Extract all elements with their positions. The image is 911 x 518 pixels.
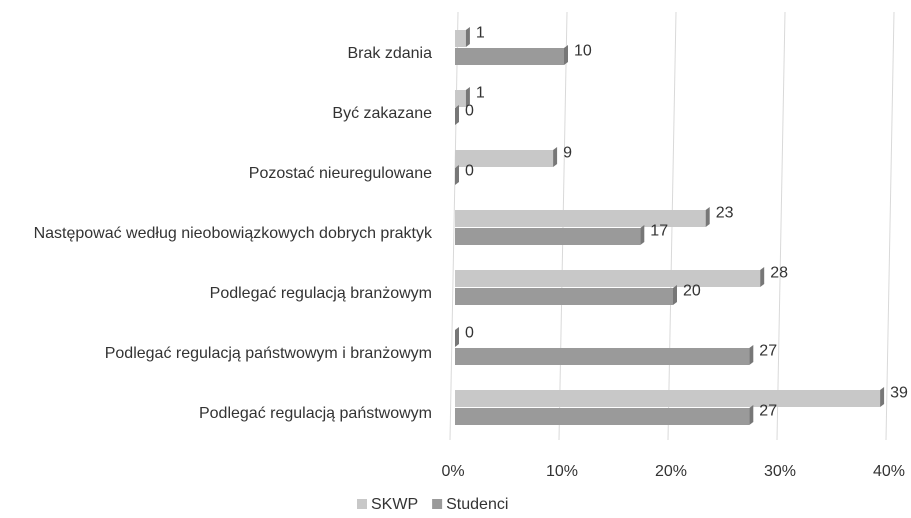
bar bbox=[455, 348, 750, 365]
category-label: Być zakazane bbox=[332, 105, 432, 122]
data-label: 27 bbox=[759, 343, 777, 360]
category-label: Podlegać regulacją państwowym i branżowy… bbox=[105, 345, 432, 362]
legend-label: SKWP bbox=[371, 496, 418, 513]
data-label: 39 bbox=[890, 385, 908, 402]
bar bbox=[455, 90, 466, 107]
data-label: 28 bbox=[770, 265, 788, 282]
bar-side bbox=[640, 225, 645, 245]
legend-swatch bbox=[432, 499, 443, 509]
data-label: 1 bbox=[476, 85, 485, 102]
data-label: 17 bbox=[650, 223, 668, 240]
bar-side bbox=[553, 147, 558, 167]
x-tick-label: 10% bbox=[546, 463, 578, 480]
grid-line bbox=[885, 11, 895, 441]
bar bbox=[455, 30, 466, 47]
data-label: 0 bbox=[465, 103, 474, 120]
bar-side bbox=[465, 27, 470, 47]
data-label: 0 bbox=[465, 325, 474, 342]
bar-side bbox=[455, 105, 459, 125]
x-tick-label: 30% bbox=[764, 463, 796, 480]
bar bbox=[455, 288, 673, 305]
bar-side bbox=[705, 207, 710, 227]
bar bbox=[455, 210, 706, 227]
bar-side bbox=[673, 285, 677, 305]
bar bbox=[455, 48, 564, 65]
bar-side bbox=[880, 387, 885, 407]
grid-line bbox=[776, 11, 786, 441]
category-label: Następować według nieobowiązkowych dobry… bbox=[34, 225, 433, 242]
x-tick-label: 0% bbox=[441, 463, 464, 480]
bar-side bbox=[749, 345, 754, 365]
data-label: 20 bbox=[683, 283, 701, 300]
category-label: Pozostać nieuregulowane bbox=[249, 165, 432, 182]
bar-side bbox=[455, 165, 459, 185]
bar bbox=[455, 270, 761, 287]
bar bbox=[455, 228, 641, 245]
data-label: 10 bbox=[574, 43, 592, 60]
legend-label: Studenci bbox=[446, 496, 508, 513]
category-label: Podlegać regulacją państwowym bbox=[199, 405, 432, 422]
bar bbox=[455, 390, 881, 407]
category-label: Brak zdania bbox=[348, 45, 433, 62]
data-label: 9 bbox=[563, 145, 572, 162]
grid-line bbox=[449, 11, 459, 441]
bar bbox=[455, 408, 750, 425]
x-tick-label: 40% bbox=[873, 463, 905, 480]
legend-swatch bbox=[357, 499, 367, 509]
category-label: Podlegać regulacją branżowym bbox=[210, 285, 432, 302]
bar bbox=[455, 150, 554, 167]
bar-side bbox=[749, 405, 754, 425]
data-label: 27 bbox=[759, 403, 777, 420]
bar-side bbox=[760, 267, 765, 287]
bar-side bbox=[564, 45, 568, 65]
data-label: 1 bbox=[476, 25, 485, 42]
bar-side bbox=[455, 327, 459, 347]
data-label: 23 bbox=[716, 205, 734, 222]
bar-side bbox=[465, 87, 470, 107]
x-tick-label: 20% bbox=[655, 463, 687, 480]
data-label: 0 bbox=[465, 163, 474, 180]
